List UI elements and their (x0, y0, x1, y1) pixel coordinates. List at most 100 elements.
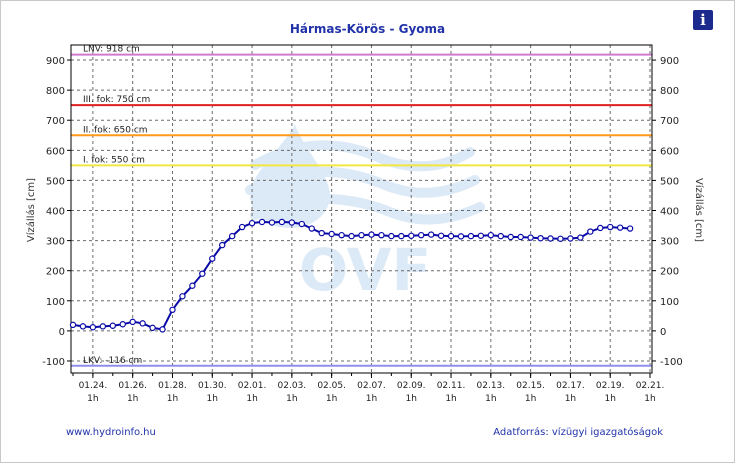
series-point (616, 224, 624, 231)
watermark-wave-3 (250, 193, 485, 225)
x-tick-sublabel: 1h (286, 394, 297, 404)
series-point (487, 231, 495, 239)
x-tick-label: 02.19. (596, 381, 625, 391)
x-tick-label: 02.15. (516, 381, 545, 391)
water-level-series (69, 218, 634, 333)
y-tick-label-right: 300 (660, 237, 679, 248)
x-tick-sublabel: 1h (525, 394, 536, 404)
series-point (557, 235, 564, 242)
series-point (507, 233, 514, 241)
watermark-text: OVF (299, 236, 431, 304)
y-tick-label-right: 400 (660, 207, 679, 218)
x-tick-label: 02.13. (477, 381, 506, 391)
series-point (348, 232, 355, 240)
y-tick-label-right: 200 (660, 267, 679, 278)
x-tick-sublabel: 1h (167, 394, 178, 404)
data-source-note: Adatforrás: vízügyi igazgatóságok (493, 427, 663, 438)
series-point (597, 224, 604, 232)
series-point (79, 323, 87, 330)
series-point (268, 219, 276, 226)
series-point (318, 229, 325, 237)
reference-line-label: LKV: -116 cm (83, 356, 142, 366)
series-point (378, 231, 385, 239)
x-tick-label: 02.21. (636, 381, 665, 391)
x-tick-sublabel: 1h (246, 394, 257, 404)
website-link[interactable]: www.hydroinfo.hu (66, 427, 156, 438)
series-point (219, 241, 226, 249)
y-tick-label-right: 500 (660, 176, 679, 187)
series-point (607, 223, 614, 231)
series-point (199, 270, 206, 277)
series-point (477, 232, 485, 239)
series-point (577, 234, 584, 241)
series-point (527, 234, 534, 241)
x-tick-sublabel: 1h (326, 394, 337, 404)
x-tick-sublabel: 1h (87, 394, 98, 404)
y-tick-label-left: 0 (59, 327, 65, 338)
x-tick-sublabel: 1h (644, 394, 655, 404)
series-point (517, 233, 524, 241)
series-point (408, 232, 415, 239)
plot-border (70, 44, 653, 374)
y-axis-label-right: Vízállás [cm] (693, 178, 705, 242)
series-point (457, 233, 465, 240)
series-point (99, 323, 107, 330)
watermark-wave-2 (245, 166, 480, 198)
series-point (567, 235, 574, 242)
series-point (179, 293, 186, 300)
x-axis: 01.24. 1h 01.26. 1h 01.28. 1h 01.30. 1h 02.01. 1h… (72, 373, 665, 404)
series-point (109, 322, 116, 329)
series-point (159, 326, 166, 333)
series-point (169, 306, 176, 314)
series-point (278, 218, 286, 226)
series-point (587, 228, 594, 235)
y-axis-right: -100 0 100 200 300 400 500 600 700 800 900 (652, 56, 683, 368)
series-point (258, 218, 266, 226)
reference-line-label: LNV: 918 cm (83, 45, 140, 55)
y-tick-label-right: 700 (660, 116, 679, 127)
info-icon[interactable]: i (693, 10, 713, 30)
series-point (447, 232, 455, 240)
y-tick-label-left: 700 (46, 116, 65, 127)
series-point (398, 232, 405, 240)
x-tick-sublabel: 1h (366, 394, 377, 404)
series-point (626, 225, 634, 232)
y-tick-label-right: 600 (660, 146, 679, 157)
series-point (228, 232, 236, 240)
series-point (547, 235, 554, 242)
series-point (467, 232, 475, 240)
series-point (238, 223, 246, 231)
series-point (149, 324, 156, 332)
series-point (537, 234, 544, 242)
y-tick-label-left: -100 (42, 357, 65, 368)
y-tick-label-right: 800 (660, 86, 679, 97)
x-tick-sublabel: 1h (406, 394, 417, 404)
series-point (368, 231, 375, 238)
x-tick-label: 02.05. (317, 381, 346, 391)
series-point (209, 255, 216, 262)
series-point (308, 225, 315, 232)
x-tick-sublabel: 1h (127, 394, 138, 404)
x-tick-label: 02.09. (397, 381, 426, 391)
x-tick-sublabel: 1h (485, 394, 496, 404)
grid-lines (71, 45, 652, 373)
x-tick-label: 01.28. (158, 381, 187, 391)
y-axis-left: -100 0 100 200 300 400 500 600 700 800 900 (42, 56, 71, 368)
x-tick-sublabel: 1h (445, 394, 456, 404)
ovf-watermark-logo: OVF (245, 125, 485, 304)
x-tick-label: 02.01. (238, 381, 267, 391)
x-tick-sublabel: 1h (565, 394, 576, 404)
reference-line-label: II. fok: 650 cm (83, 125, 148, 135)
series-point (427, 231, 435, 238)
x-tick-label: 01.30. (198, 381, 227, 391)
series-point (248, 219, 256, 227)
series-point (129, 318, 136, 326)
chart-title: Hármas-Körös - Gyoma (289, 22, 446, 36)
series-point (497, 232, 504, 240)
y-tick-label-left: 800 (46, 86, 65, 97)
x-tick-sublabel: 1h (604, 394, 615, 404)
series-point (298, 220, 306, 228)
reference-line-label: I. fok: 550 cm (83, 155, 145, 165)
